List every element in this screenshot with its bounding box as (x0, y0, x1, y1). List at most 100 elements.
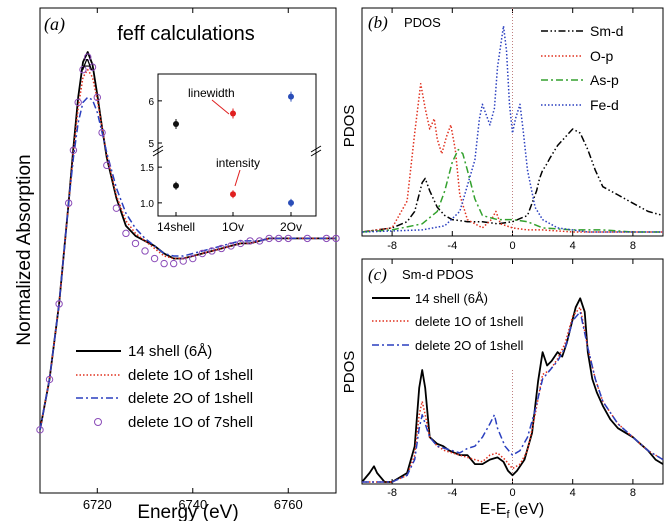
series-line-b-3 (361, 25, 663, 233)
x-tick-label: 6740 (178, 497, 207, 512)
legend-label-1: delete 1O of 1shell (128, 367, 253, 384)
data-point-circle (255, 237, 264, 245)
inset-linewidth-label: linewidth (188, 86, 235, 100)
plot-frame-2 (361, 258, 664, 485)
data-point-circle (131, 239, 140, 248)
data-point-circle (45, 375, 54, 384)
series-line-c-1 (362, 306, 664, 483)
panel-label-c: (c) (368, 265, 387, 284)
panel-label-a: (a) (44, 14, 65, 35)
data-point-circle (88, 63, 97, 71)
x-axis-label: E-Ef (eV) (480, 501, 544, 521)
series-line-c-0 (361, 297, 664, 483)
data-point-circle (79, 65, 87, 74)
x-tick-label: -4 (447, 487, 457, 499)
y-axis-label: Normalized Absorption (14, 154, 35, 345)
inset-x-tick-label: 1Ov (222, 220, 244, 234)
inset-x-tick-label: 14shell (157, 220, 195, 234)
legend-label-c-0: 14 shell (6Å) (415, 291, 488, 306)
inset-y-tick-label: 1.5 (140, 163, 154, 174)
data-point-circle (236, 239, 245, 248)
legend-label-c-2: delete 2O of 1shell (415, 338, 524, 353)
x-tick-label: 8 (630, 240, 636, 252)
inset-point-intensity-1 (230, 191, 236, 198)
legend-label-b-1: O-p (590, 48, 614, 64)
inset-axis-break (152, 149, 164, 157)
inset-x-tick-label: 2Ov (280, 220, 302, 234)
inset-y-tick-label: 5 (148, 139, 154, 150)
inset-point-linewidth-1 (230, 110, 236, 117)
y-axis-label: PDOS (341, 351, 358, 394)
data-point-circle (93, 93, 101, 102)
x-tick-label: 0 (509, 240, 515, 252)
x-tick-label: 6760 (274, 497, 303, 512)
data-point-circle (217, 244, 226, 253)
legend-marker-3 (94, 418, 102, 426)
inset-point-intensity-0 (173, 182, 179, 189)
data-point-circle (169, 259, 178, 268)
peak-label: A (82, 57, 93, 74)
data-point-circle (208, 247, 216, 255)
data-point-circle (179, 257, 187, 265)
data-point-circle (55, 300, 63, 308)
inset-intensity-label: intensity (216, 156, 260, 170)
data-point-circle (284, 234, 292, 243)
y-axis-label: PDOS (341, 105, 358, 148)
inset-axis-break (310, 145, 322, 153)
legend-label-b-2: As-p (590, 72, 619, 88)
data-point-circle (332, 234, 340, 243)
x-tick-label: 4 (570, 487, 576, 499)
data-point-circle (227, 242, 235, 250)
plot-frame-0 (39, 7, 337, 494)
data-point-circle (112, 204, 121, 212)
data-point-circle (303, 234, 312, 243)
data-point-circle (150, 254, 159, 263)
inset-axis-break (152, 145, 164, 153)
chart-title: PDOS (404, 15, 441, 30)
chart-title: feff calculations (117, 23, 255, 45)
legend-label-c-1: delete 1O of 1shell (415, 314, 524, 329)
inset-point-intensity-2 (288, 199, 294, 206)
inset-point-linewidth-0 (173, 121, 179, 128)
x-tick-label: -8 (387, 240, 397, 252)
series-line-2 (39, 96, 336, 430)
data-point-circle (74, 98, 82, 107)
x-tick-label: -4 (447, 240, 457, 252)
legend-label-3: delete 1O of 7shell (128, 414, 253, 431)
legend-label-b-3: Fe-d (590, 97, 619, 113)
data-point-circle (69, 146, 78, 154)
x-tick-label: 4 (570, 240, 576, 252)
data-point-circle (198, 249, 207, 258)
series-line-b-2 (361, 148, 663, 233)
data-point-circle (141, 247, 149, 255)
data-point-circle (84, 53, 92, 61)
series-line-b-0 (361, 128, 664, 233)
data-point-circle (160, 259, 168, 268)
inset-y-tick-label: 6 (148, 97, 154, 108)
data-point-circle (189, 254, 197, 263)
data-point-circle (322, 234, 331, 243)
inset-axis-break (310, 149, 322, 157)
inset-arrow (234, 169, 241, 187)
data-point-circle (64, 199, 73, 207)
panel-label-b: (b) (368, 13, 388, 32)
inset-y-tick-label: 1.0 (140, 199, 154, 210)
legend-label-b-0: Sm-d (590, 23, 623, 39)
data-point-circle (122, 229, 130, 238)
data-point-circle (265, 234, 273, 243)
chart-title: Sm-d PDOS (402, 267, 474, 282)
legend-label-2: delete 2O of 1shell (128, 390, 253, 407)
inset-arrow (211, 99, 230, 115)
data-point-circle (103, 161, 111, 170)
x-tick-label: -8 (387, 487, 397, 499)
series-line-b-1 (361, 82, 663, 233)
series-line-c-2 (362, 311, 664, 483)
data-point-circle (36, 426, 44, 434)
x-tick-label: 6720 (83, 497, 112, 512)
data-point-circle (275, 234, 283, 243)
x-axis-label: Energy (eV) (137, 502, 238, 521)
data-point-circle (98, 128, 106, 137)
x-tick-label: 0 (509, 487, 515, 499)
inset-point-linewidth-2 (288, 93, 294, 100)
